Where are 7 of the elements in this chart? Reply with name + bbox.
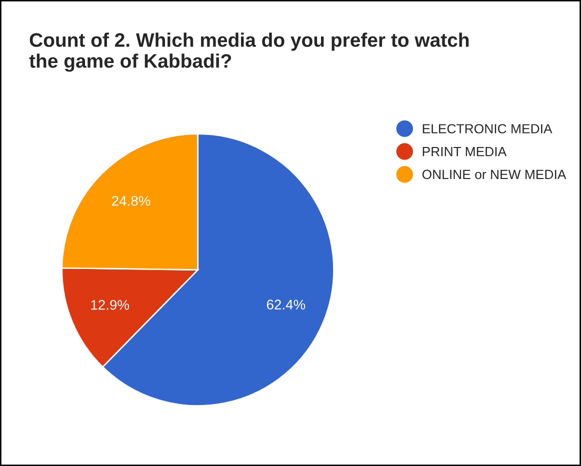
chart-title: Count of 2. Which media do you prefer to watch the game of Kabbadi? xyxy=(29,32,469,72)
legend-label: ELECTRONIC MEDIA xyxy=(422,124,552,134)
data-label: 24.8% xyxy=(112,196,150,206)
legend-label: ONLINE or NEW MEDIA xyxy=(422,170,566,180)
data-label: 62.4% xyxy=(266,300,306,310)
data-label: 12.9% xyxy=(91,300,130,310)
legend-label: PRINT MEDIA xyxy=(422,147,507,156)
